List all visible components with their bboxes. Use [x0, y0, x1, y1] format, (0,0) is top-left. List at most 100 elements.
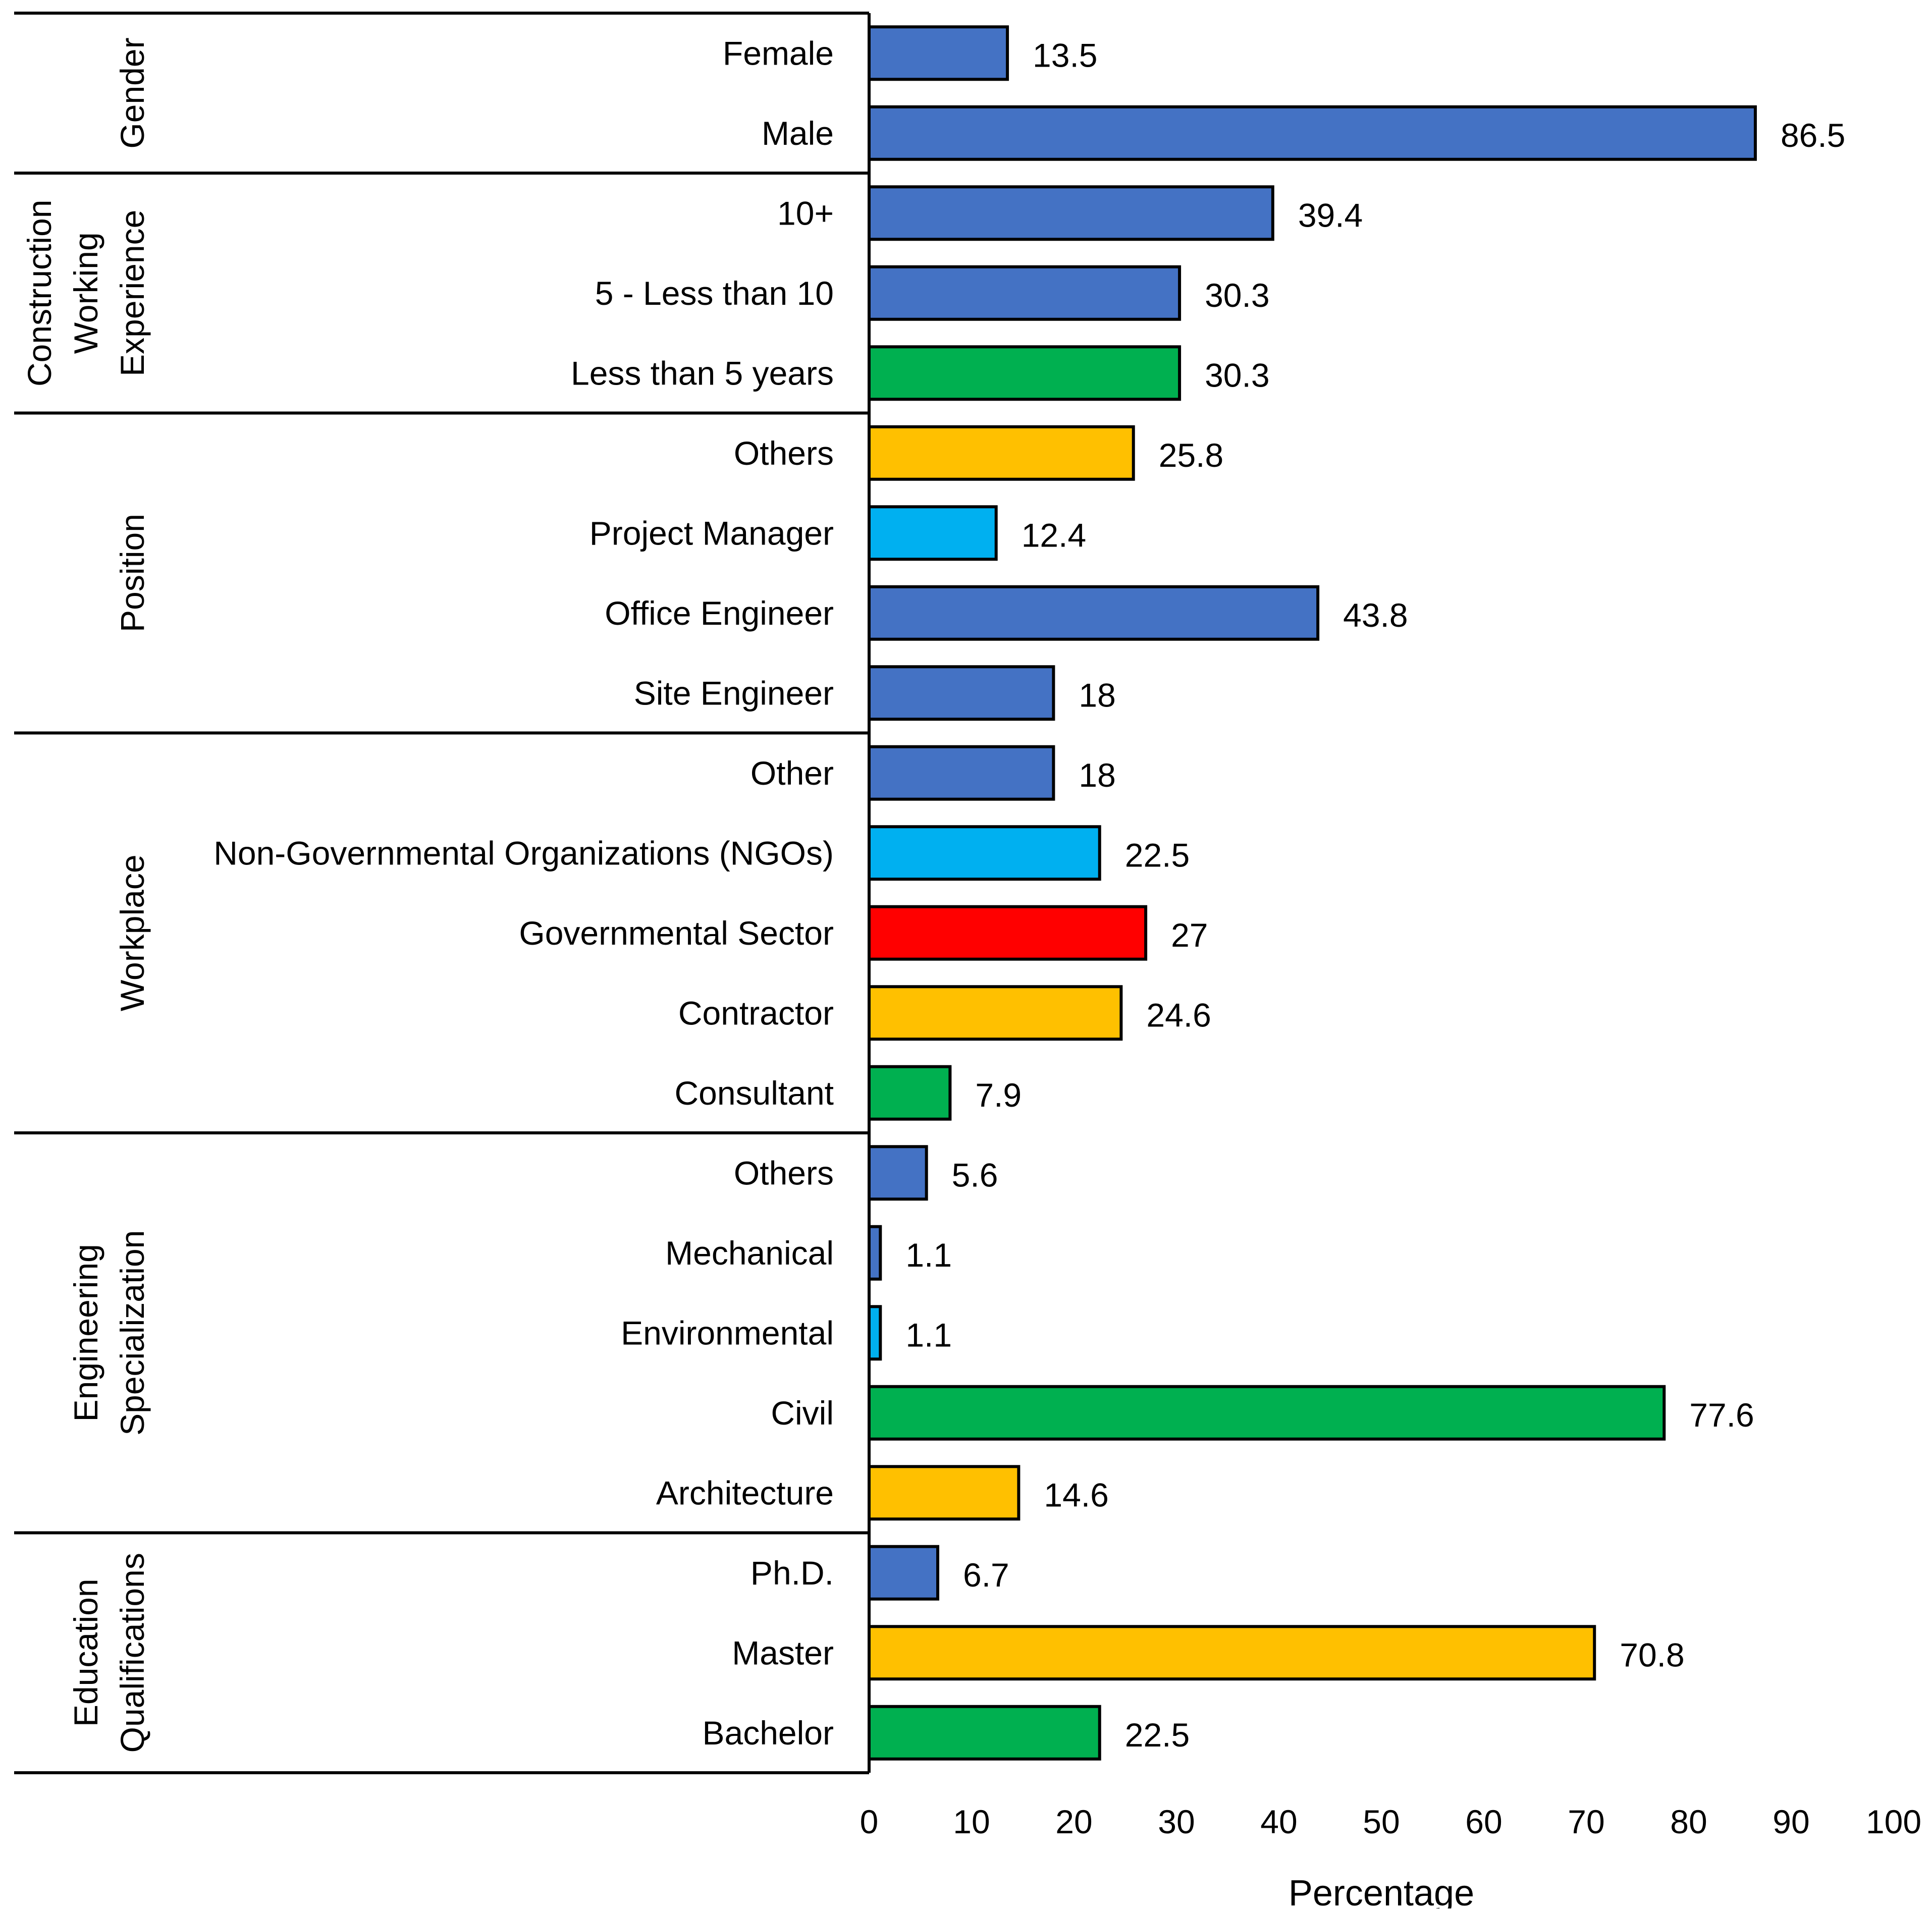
- bar-workplace-non-governmental-organizations-ngos: [868, 825, 1101, 881]
- group-label-education-qualifications: Education Qualifications: [67, 1553, 151, 1753]
- category-label-engineering-specialization-civil: Civil: [771, 1394, 834, 1432]
- x-tick-label-0: 0: [860, 1803, 879, 1840]
- category-label-workplace-consultant: Consultant: [674, 1074, 834, 1112]
- category-label-construction-working-experience-less-than-5-years: Less than 5 years: [571, 354, 834, 392]
- bar-gender-female: [868, 25, 1009, 81]
- bar-engineering-specialization-environmental: [868, 1305, 882, 1361]
- group-label-line: Qualifications: [114, 1553, 151, 1753]
- bar-engineering-specialization-architecture: [868, 1465, 1021, 1521]
- x-tick-label-30: 30: [1158, 1803, 1195, 1840]
- value-label-education-qualifications-ph-d: 6.7: [963, 1556, 1009, 1594]
- value-label-workplace-other: 18: [1079, 756, 1115, 794]
- value-label-position-others: 25.8: [1159, 436, 1223, 474]
- x-tick-label-100: 100: [1866, 1803, 1921, 1840]
- value-label-workplace-consultant: 7.9: [975, 1076, 1022, 1114]
- x-tick-label-20: 20: [1055, 1803, 1092, 1840]
- group-label-line: Position: [114, 514, 151, 632]
- group-label-line: Experience: [114, 210, 151, 376]
- value-label-engineering-specialization-mechanical: 1.1: [905, 1236, 952, 1274]
- category-label-position-office-engineer: Office Engineer: [605, 594, 834, 632]
- x-tick-label-70: 70: [1568, 1803, 1604, 1840]
- bar-engineering-specialization-others: [868, 1145, 928, 1201]
- value-label-workplace-contractor: 24.6: [1146, 996, 1211, 1033]
- bar-position-project-manager: [868, 505, 998, 561]
- bar-construction-working-experience-10: [868, 185, 1274, 241]
- value-label-engineering-specialization-environmental: 1.1: [905, 1316, 952, 1353]
- category-label-workplace-other: Other: [750, 754, 834, 792]
- category-label-position-site-engineer: Site Engineer: [634, 674, 834, 712]
- category-label-construction-working-experience-5-less-than-10: 5 - Less than 10: [595, 275, 834, 312]
- category-label-education-qualifications-bachelor: Bachelor: [703, 1714, 834, 1752]
- x-tick-label-90: 90: [1773, 1803, 1809, 1840]
- group-label-line: Construction: [21, 199, 58, 387]
- value-label-construction-working-experience-5-less-than-10: 30.3: [1205, 277, 1269, 314]
- value-label-education-qualifications-master: 70.8: [1620, 1636, 1684, 1673]
- value-label-gender-female: 13.5: [1033, 36, 1097, 74]
- x-tick-label-10: 10: [953, 1803, 990, 1840]
- value-label-engineering-specialization-civil: 77.6: [1689, 1396, 1754, 1434]
- category-label-education-qualifications-master: Master: [732, 1634, 834, 1671]
- category-label-gender-female: Female: [723, 34, 834, 72]
- bar-engineering-specialization-mechanical: [868, 1225, 882, 1281]
- value-label-engineering-specialization-architecture: 14.6: [1044, 1476, 1108, 1513]
- bar-education-qualifications-bachelor: [868, 1705, 1101, 1761]
- bar-workplace-consultant: [868, 1065, 952, 1121]
- value-label-construction-working-experience-10: 39.4: [1298, 196, 1363, 234]
- bar-position-site-engineer: [868, 665, 1055, 721]
- value-label-gender-male: 86.5: [1781, 117, 1845, 154]
- bar-construction-working-experience-5-less-than-10: [868, 265, 1182, 321]
- group-label-line: Working: [67, 232, 104, 354]
- bar-position-others: [868, 425, 1135, 481]
- bar-position-office-engineer: [868, 585, 1320, 641]
- x-axis: 0 10 20 30 40 50 60 70 80 90 100 Percentage: [860, 1803, 1921, 1911]
- category-label-position-project-manager: Project Manager: [589, 514, 834, 552]
- bars: [868, 25, 1757, 1761]
- bar-workplace-governmental-sector: [868, 905, 1148, 961]
- category-label-gender-male: Male: [762, 115, 834, 152]
- group-label-line: Education: [67, 1578, 104, 1727]
- category-label-education-qualifications-ph-d: Ph.D.: [750, 1554, 834, 1592]
- category-label-engineering-specialization-others: Others: [734, 1154, 834, 1191]
- x-tick-label-40: 40: [1260, 1803, 1297, 1840]
- bar-workplace-contractor: [868, 985, 1123, 1041]
- category-label-workplace-non-governmental-organizations-ngos: Non-Governmental Organizations (NGOs): [213, 834, 834, 871]
- category-label-engineering-specialization-mechanical: Mechanical: [665, 1234, 834, 1272]
- x-tick-label-50: 50: [1363, 1803, 1400, 1840]
- bar-education-qualifications-master: [868, 1625, 1596, 1681]
- bar-workplace-other: [868, 745, 1055, 801]
- value-labels: 13.5 86.5 39.4 30.3 30.3 25.8 12.4 43.8 18 18 22.5…: [905, 36, 1845, 1754]
- group-label-line: Engineering: [67, 1244, 104, 1422]
- x-axis-title: Percentage: [1289, 1873, 1474, 1908]
- group-label-gender: Gender: [114, 37, 151, 148]
- value-label-construction-working-experience-less-than-5-years: 30.3: [1205, 356, 1269, 394]
- group-label-position: Position: [114, 514, 151, 632]
- group-label-engineering-specialization: Engineering Specialization: [67, 1230, 151, 1436]
- category-label-workplace-governmental-sector: Governmental Sector: [519, 914, 834, 952]
- group-label-line: Specialization: [114, 1230, 151, 1436]
- category-label-workplace-contractor: Contractor: [678, 994, 834, 1031]
- group-label-workplace: Workplace: [114, 854, 151, 1011]
- x-tick-label-60: 60: [1465, 1803, 1502, 1840]
- group-label-construction-working-experience: Construction Working Experience: [21, 199, 151, 387]
- value-label-position-project-manager: 12.4: [1022, 516, 1086, 554]
- value-label-position-office-engineer: 43.8: [1343, 596, 1408, 634]
- bar-construction-working-experience-less-than-5-years: [868, 345, 1182, 401]
- category-labels: Female Male 10+ 5 - Less than 10 Less than 5…: [213, 34, 834, 1752]
- value-label-workplace-non-governmental-organizations-ngos: 22.5: [1125, 836, 1190, 873]
- category-label-position-others: Others: [734, 434, 834, 472]
- group-label-line: Gender: [114, 37, 151, 148]
- bar-engineering-specialization-civil: [868, 1385, 1666, 1441]
- value-label-education-qualifications-bachelor: 22.5: [1125, 1716, 1190, 1754]
- bar-gender-male: [868, 105, 1757, 161]
- group-label-line: Workplace: [114, 854, 151, 1011]
- category-label-engineering-specialization-environmental: Environmental: [621, 1314, 834, 1351]
- category-label-engineering-specialization-architecture: Architecture: [656, 1474, 834, 1511]
- bar-education-qualifications-ph-d: [868, 1545, 940, 1601]
- category-label-construction-working-experience-10: 10+: [777, 194, 834, 232]
- value-label-workplace-governmental-sector: 27: [1171, 916, 1208, 954]
- x-tick-label-80: 80: [1670, 1803, 1707, 1840]
- group-labels: Gender Construction Working Experience Posit…: [21, 37, 151, 1753]
- value-label-engineering-specialization-others: 5.6: [952, 1156, 998, 1193]
